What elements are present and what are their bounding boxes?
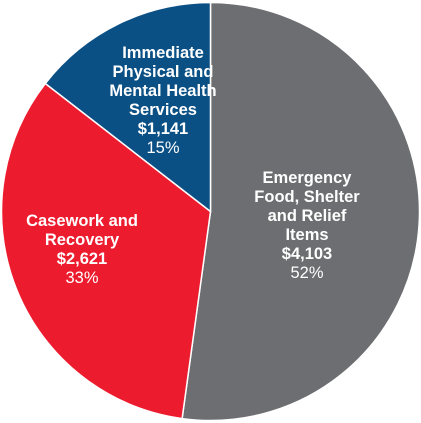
slice-percent-label: 33% xyxy=(65,269,98,287)
slice-percent-label: 15% xyxy=(146,139,179,157)
slice-name-line: Mental Health xyxy=(109,82,216,100)
slice-name-line: Items xyxy=(285,226,328,244)
slice-name-line: Emergency xyxy=(263,169,353,187)
slice-name-line: Recovery xyxy=(45,231,120,249)
pie-slice-1 xyxy=(0,82,212,420)
slice-name-line: and Relief xyxy=(268,207,347,225)
slice-percent-label: 52% xyxy=(290,264,323,282)
slice-name-line: Food, Shelter xyxy=(254,188,360,206)
slice-name-line: Services xyxy=(129,101,197,119)
slice-value-label: $1,141 xyxy=(138,120,188,138)
pie-slice-0 xyxy=(181,1,421,422)
pie-slice-2 xyxy=(44,1,212,214)
slice-value-label: $2,621 xyxy=(57,250,107,268)
slice-name-line: Casework and xyxy=(26,212,138,230)
slice-value-label: $4,103 xyxy=(282,245,332,263)
slice-name-line: Physical and xyxy=(113,63,214,81)
slice-name-line: Immediate xyxy=(122,44,204,62)
